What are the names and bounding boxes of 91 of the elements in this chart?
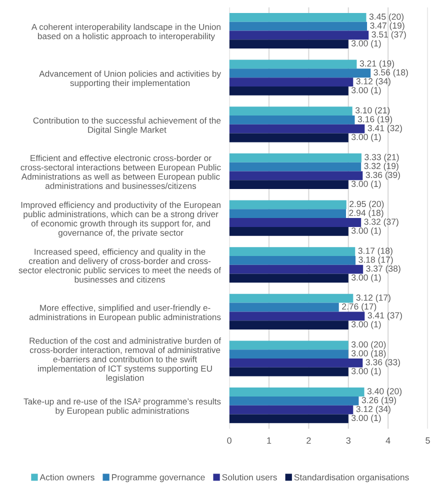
bar bbox=[229, 388, 364, 396]
data-label: 3.00 (1) bbox=[352, 180, 381, 189]
data-label: 3.00 (1) bbox=[352, 414, 381, 423]
data-label: 3.16 (19) bbox=[358, 116, 392, 124]
y-tick-label: Efficient and effective electronic cross-border or cross-sectoral interactions between European Public Administrations as well as between European public administrations and businesses/citizens bbox=[20, 154, 221, 189]
bar bbox=[229, 162, 362, 172]
data-label: 3.36 (39) bbox=[366, 172, 400, 180]
legend-label: Programme governance bbox=[112, 474, 205, 482]
bar bbox=[229, 414, 348, 424]
data-label: 3.17 (18) bbox=[358, 247, 392, 256]
bar bbox=[229, 209, 346, 218]
y-tick-label: Improved efficiency and productivity of the European public administrations, which can be a strong driver of economic growth through its support for, and governance of, the private sector bbox=[21, 202, 220, 238]
data-label: 3.00 (20) bbox=[352, 341, 386, 350]
x-tick-label: 5 bbox=[426, 437, 430, 444]
data-label: 3.56 (18) bbox=[374, 69, 408, 78]
bar bbox=[229, 30, 369, 40]
bar bbox=[229, 396, 359, 406]
bar bbox=[229, 86, 348, 96]
data-label: 3.00 (1) bbox=[352, 274, 381, 282]
bar bbox=[229, 405, 354, 414]
data-label: 3.00 (1) bbox=[352, 368, 381, 376]
bar bbox=[229, 264, 364, 274]
bar bbox=[229, 218, 362, 227]
y-tick-label: Take-up and re-use of the ISA² programme’s results by European public administrations bbox=[24, 398, 221, 416]
bar bbox=[229, 180, 348, 190]
data-label: 3.21 (19) bbox=[360, 60, 394, 68]
data-label: 3.51 (37) bbox=[372, 31, 406, 40]
bar bbox=[229, 60, 357, 69]
data-label: 3.40 (20) bbox=[367, 388, 402, 396]
data-label: 2.95 (20) bbox=[350, 200, 384, 209]
bar bbox=[229, 200, 346, 210]
bar bbox=[229, 358, 363, 368]
data-label: 3.36 (33) bbox=[366, 358, 400, 368]
y-tick-label: Advancement of Union policies and activities by supporting their implementation bbox=[39, 70, 221, 88]
y-tick-label: Reduction of the cost and administrative burden of cross-border interaction, removal of administrative e-barriers and contribution to the swift implementation of ICT systems supporting EU legislation bbox=[30, 337, 222, 383]
data-label: 3.00 (1) bbox=[352, 227, 381, 236]
bar bbox=[229, 106, 352, 116]
data-label: 3.12 (17) bbox=[356, 294, 390, 302]
y-tick-label: A coherent interoperability landscape in the Union based on a holistic approach to interoperability bbox=[31, 24, 220, 41]
x-tick-label: 2 bbox=[306, 437, 311, 444]
bar bbox=[229, 367, 348, 376]
legend-label: Solution users bbox=[222, 474, 277, 480]
legend-label: Standardisation organisations bbox=[294, 474, 409, 482]
data-label: 3.41 (32) bbox=[368, 124, 402, 133]
x-tick-label: 4 bbox=[386, 437, 390, 444]
bar bbox=[229, 78, 354, 86]
data-label: 3.00 (1) bbox=[352, 40, 381, 48]
data-label: 3.12 (34) bbox=[356, 406, 390, 414]
bar bbox=[229, 340, 348, 350]
bar bbox=[229, 171, 363, 180]
bar bbox=[229, 274, 348, 283]
data-label: 3.32 (19) bbox=[364, 162, 398, 171]
bar bbox=[229, 312, 365, 321]
data-label: 2.94 (18) bbox=[349, 210, 384, 218]
data-label: 3.26 (19) bbox=[362, 396, 396, 405]
x-tick-label: 1 bbox=[267, 437, 272, 444]
y-tick-label: Increased speed, efficiency and quality in the creation and delivery of cross-border and cross- sector electronic public services to meet the needs of businesses and citizens bbox=[18, 248, 222, 283]
data-label: 3.33 (21) bbox=[364, 154, 399, 162]
y-tick-label: Contribution to the successful achievement of the Digital Single Market bbox=[33, 117, 221, 135]
bar bbox=[229, 350, 348, 359]
data-label: 3.10 (21) bbox=[355, 106, 390, 116]
bar bbox=[229, 133, 348, 142]
data-label: 3.47 (19) bbox=[370, 22, 404, 30]
bar bbox=[229, 22, 368, 31]
data-label: 3.37 (38) bbox=[366, 265, 400, 274]
data-label: 3.00 (1) bbox=[352, 320, 381, 330]
y-tick-label: More effective, simplified and user-friendly e- administrations in European public administrations bbox=[29, 304, 221, 322]
data-label: 3.41 (37) bbox=[368, 312, 402, 320]
x-tick-label: 3 bbox=[346, 437, 351, 444]
data-label: 3.18 (17) bbox=[358, 256, 393, 264]
bar bbox=[229, 294, 354, 303]
data-label: 3.45 (20) bbox=[369, 13, 404, 22]
bar bbox=[229, 153, 362, 162]
bar bbox=[229, 40, 348, 49]
bar bbox=[229, 247, 356, 256]
bar bbox=[229, 116, 355, 124]
data-label: 3.12 (34) bbox=[356, 78, 390, 86]
bar bbox=[229, 124, 365, 134]
bar bbox=[229, 320, 348, 330]
data-label: 3.32 (37) bbox=[364, 218, 398, 227]
bar bbox=[229, 68, 371, 78]
data-label: 3.00 (18) bbox=[352, 350, 386, 358]
data-label: 3.00 (1) bbox=[352, 134, 381, 142]
data-label: 3.00 (1) bbox=[352, 86, 381, 95]
data-label: 2.76 (17) bbox=[342, 303, 376, 312]
bar bbox=[229, 256, 356, 265]
bar bbox=[229, 12, 366, 22]
bar bbox=[229, 302, 339, 312]
legend-label: Action owners bbox=[40, 474, 94, 480]
bar bbox=[229, 226, 348, 236]
x-tick-label: 0 bbox=[227, 437, 232, 444]
